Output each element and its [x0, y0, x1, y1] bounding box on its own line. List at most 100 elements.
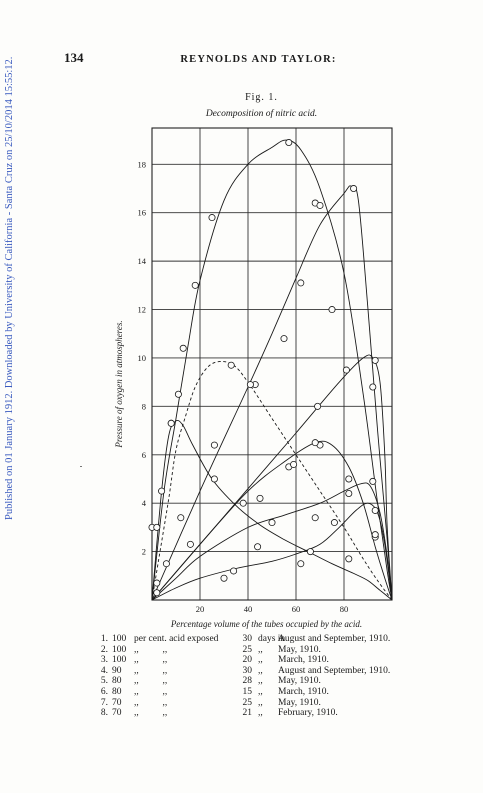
legend-num: 6.	[100, 686, 108, 697]
data-point	[256, 494, 264, 502]
legend-pct: 80	[112, 676, 122, 687]
data-point	[167, 419, 175, 427]
x-tick-labels: 20 40 60 80	[196, 604, 349, 614]
legend-days: 25	[242, 644, 253, 655]
legend-days: 15	[242, 686, 253, 697]
legend-in: ,,	[258, 697, 263, 708]
data-point	[297, 279, 305, 287]
y-tick-label: 18	[138, 159, 147, 169]
y-tick-label: 16	[138, 208, 147, 218]
x-tick-label: 40	[244, 604, 253, 614]
data-point	[311, 439, 319, 447]
data-point	[316, 201, 324, 209]
data-point	[280, 335, 288, 343]
series-line-4	[151, 354, 393, 601]
legend-rest: ,, ,,	[134, 644, 168, 655]
data-point	[306, 548, 314, 556]
legend-pct: 80	[112, 686, 122, 697]
data-point	[254, 543, 262, 551]
y-tick-label: 2	[142, 547, 146, 557]
data-point	[177, 514, 185, 522]
series-line-6	[151, 440, 393, 601]
data-point	[345, 489, 353, 497]
legend-when: March, 1910.	[278, 655, 329, 666]
data-point	[162, 560, 170, 568]
data-point	[371, 531, 379, 539]
data-point	[369, 477, 377, 485]
data-point	[191, 281, 199, 289]
legend-in: ,,	[258, 676, 263, 687]
legend-num: 4.	[100, 665, 108, 676]
series-line-7	[151, 482, 393, 601]
y-tick-labels: 2 4 6 8 10 12 14 16 18	[138, 159, 147, 556]
y-tick-label: 12	[138, 305, 147, 315]
legend-when: February, 1910.	[278, 708, 338, 719]
legend-pct: 70	[112, 708, 122, 719]
series-line-5	[151, 419, 393, 601]
legend-num: 1.	[100, 634, 108, 644]
data-point	[350, 185, 358, 193]
legend-in: ,,	[258, 686, 263, 697]
y-tick-label: 14	[138, 256, 147, 266]
legend-rest: ,, ,,	[134, 686, 168, 697]
x-axis-label: Percentage volume of the tubes occupied …	[170, 619, 363, 629]
data-point	[342, 366, 350, 374]
data-point	[179, 344, 187, 352]
data-point	[330, 519, 338, 527]
data-point	[174, 390, 182, 398]
legend-when: May, 1910.	[278, 676, 321, 687]
legend-in: ,,	[258, 644, 263, 655]
data-point	[268, 519, 276, 527]
y-tick-label: 8	[142, 401, 146, 411]
plot-frame	[151, 127, 393, 601]
series-line-1	[151, 139, 393, 601]
data-point	[220, 574, 228, 582]
figure-label: Fig. 1.	[245, 92, 278, 103]
legend-in: ,,	[258, 708, 263, 719]
legend-rest: ,, ,,	[134, 708, 168, 719]
legend-rest: ,, ,,	[134, 676, 168, 687]
y-tick-label: 4	[142, 498, 147, 508]
legend-in: ,,	[258, 665, 263, 676]
legend-in: days in	[258, 634, 286, 644]
data-point	[297, 560, 305, 568]
legend-num: 7.	[100, 697, 108, 708]
running-header: REYNOLDS AND TAYLOR:	[180, 54, 337, 65]
data-point	[158, 487, 166, 495]
data-point	[328, 306, 336, 314]
y-tick-label: 6	[142, 450, 146, 460]
legend-days: 20	[242, 655, 253, 666]
series-curves	[151, 139, 393, 601]
legend-when: August and September, 1910.	[278, 665, 391, 676]
y-axis-label: Pressure of oxygen in atmospheres.	[114, 320, 124, 448]
data-point	[227, 361, 235, 369]
data-point	[369, 383, 377, 391]
y-tick-label: 10	[138, 353, 147, 363]
data-point	[345, 555, 353, 563]
data-point	[314, 402, 322, 410]
data-point	[246, 381, 254, 389]
data-point	[153, 523, 161, 531]
legend-rest: ,, ,,	[134, 665, 168, 676]
legend-pct: 100	[112, 655, 127, 666]
page-number: 134	[64, 50, 84, 65]
data-point	[186, 540, 194, 548]
legend-in: ,,	[258, 655, 263, 666]
x-tick-label: 20	[196, 604, 205, 614]
legend-pct: 70	[112, 697, 122, 708]
legend-when: May, 1910.	[278, 697, 321, 708]
legend-days: 25	[242, 697, 253, 708]
legend-pct: 100	[112, 644, 127, 655]
legend-pct: 100	[112, 634, 127, 644]
stray-mark	[80, 466, 82, 467]
legend-num: 2.	[100, 644, 108, 655]
data-point	[210, 475, 218, 483]
data-point	[239, 499, 247, 507]
legend-days: 30	[242, 634, 253, 644]
legend-when: May, 1910.	[278, 644, 321, 655]
legend-rest: ,, ,,	[134, 655, 168, 666]
x-tick-label: 80	[340, 604, 349, 614]
series-line-2	[151, 185, 393, 601]
data-point	[371, 356, 379, 364]
